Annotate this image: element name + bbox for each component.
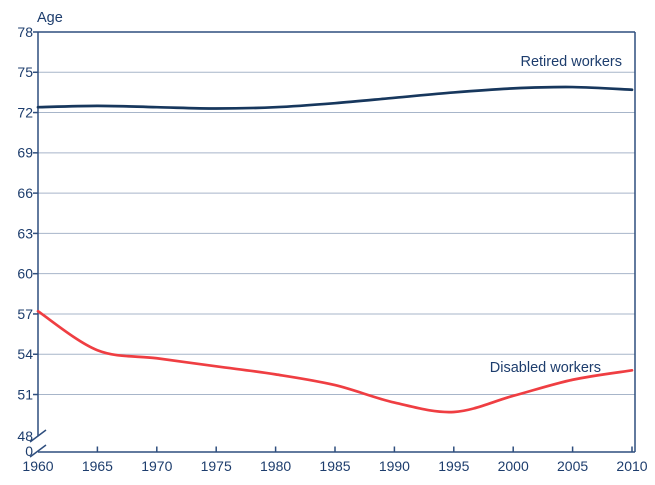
gridlines [38, 71, 635, 396]
y-tick-label-51: 51 [17, 386, 33, 402]
y-axis-break-mark [29, 429, 47, 443]
x-tick-label-1985: 1985 [319, 458, 350, 474]
y-tick-label-69: 69 [17, 145, 33, 161]
y-tick-label-63: 63 [17, 225, 33, 241]
x-tick-label-1975: 1975 [201, 458, 232, 474]
y-tick-label-60: 60 [17, 266, 33, 282]
y-tick-label-72: 72 [17, 104, 33, 120]
y-axis-title: Age [37, 10, 63, 26]
x-tick-label-2000: 2000 [498, 458, 529, 474]
series-label-disabled-workers: Disabled workers [490, 360, 601, 376]
x-tick-label-1960: 1960 [22, 458, 53, 474]
x-tick-label-2010: 2010 [616, 458, 647, 474]
y-tick-label-48: 48 [17, 428, 33, 444]
x-tick-label-1965: 1965 [82, 458, 113, 474]
y-tick-label-57: 57 [17, 306, 33, 322]
series-label-retired-workers: Retired workers [520, 54, 622, 70]
y-tick-label-66: 66 [17, 185, 33, 201]
x-tick-label-1980: 1980 [260, 458, 291, 474]
y-axis-break-mark [29, 444, 47, 458]
y-tick-label-0: 0 [25, 443, 33, 459]
axes-frame [29, 31, 636, 458]
x-tick-label-1995: 1995 [438, 458, 469, 474]
x-tick-label-1970: 1970 [141, 458, 172, 474]
y-tick-label-54: 54 [17, 346, 33, 362]
line-disabled-workers [36, 309, 634, 414]
x-tick-label-2005: 2005 [557, 458, 588, 474]
line-retired-workers [36, 85, 634, 110]
axis-ticks [33, 31, 633, 452]
x-tick-label-1990: 1990 [379, 458, 410, 474]
data-series-lines [36, 85, 634, 414]
y-tick-label-78: 78 [17, 24, 33, 40]
y-tick-label-75: 75 [17, 64, 33, 80]
